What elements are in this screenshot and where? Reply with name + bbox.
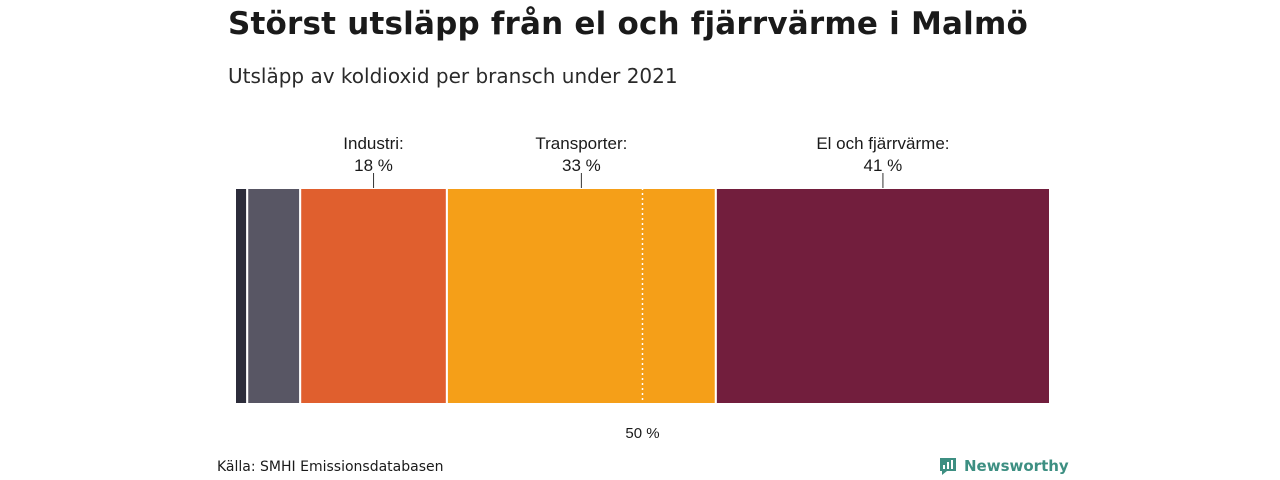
- chart-subtitle: Utsläpp av koldioxid per bransch under 2…: [228, 64, 678, 88]
- source-note: Källa: SMHI Emissionsdatabasen: [217, 459, 444, 475]
- bar-segment-other-2: [246, 187, 302, 405]
- value-label-el-och-fjärrvärme: 41 %: [864, 156, 903, 175]
- reference-line-group: 50 %: [625, 188, 660, 442]
- bar-segment-transporter: [445, 187, 717, 405]
- bar-segment-industri: [299, 187, 448, 405]
- label-industri: Industri:: [343, 134, 403, 153]
- brand-logo: Newsworthy: [938, 456, 1069, 476]
- bar-segment-el-och-fjärrvärme: [714, 187, 1051, 405]
- reference-line-label: 50 %: [625, 425, 659, 442]
- bar-segment-other-1: [234, 187, 249, 405]
- value-label-industri: 18 %: [354, 156, 393, 175]
- bar-segments: [234, 187, 1051, 405]
- newsworthy-logo-icon: [940, 458, 956, 475]
- chart-title: Störst utsläpp från el och fjärrvärme i …: [228, 6, 1028, 42]
- value-label-transporter: 33 %: [562, 156, 601, 175]
- brand-name: Newsworthy: [964, 457, 1069, 475]
- label-el-och-fjärrvärme: El och fjärrvärme:: [816, 134, 949, 153]
- segment-labels: Industri: 18 % Transporter: 33 % El och fjär…: [343, 134, 950, 188]
- label-transporter: Transporter:: [535, 134, 627, 153]
